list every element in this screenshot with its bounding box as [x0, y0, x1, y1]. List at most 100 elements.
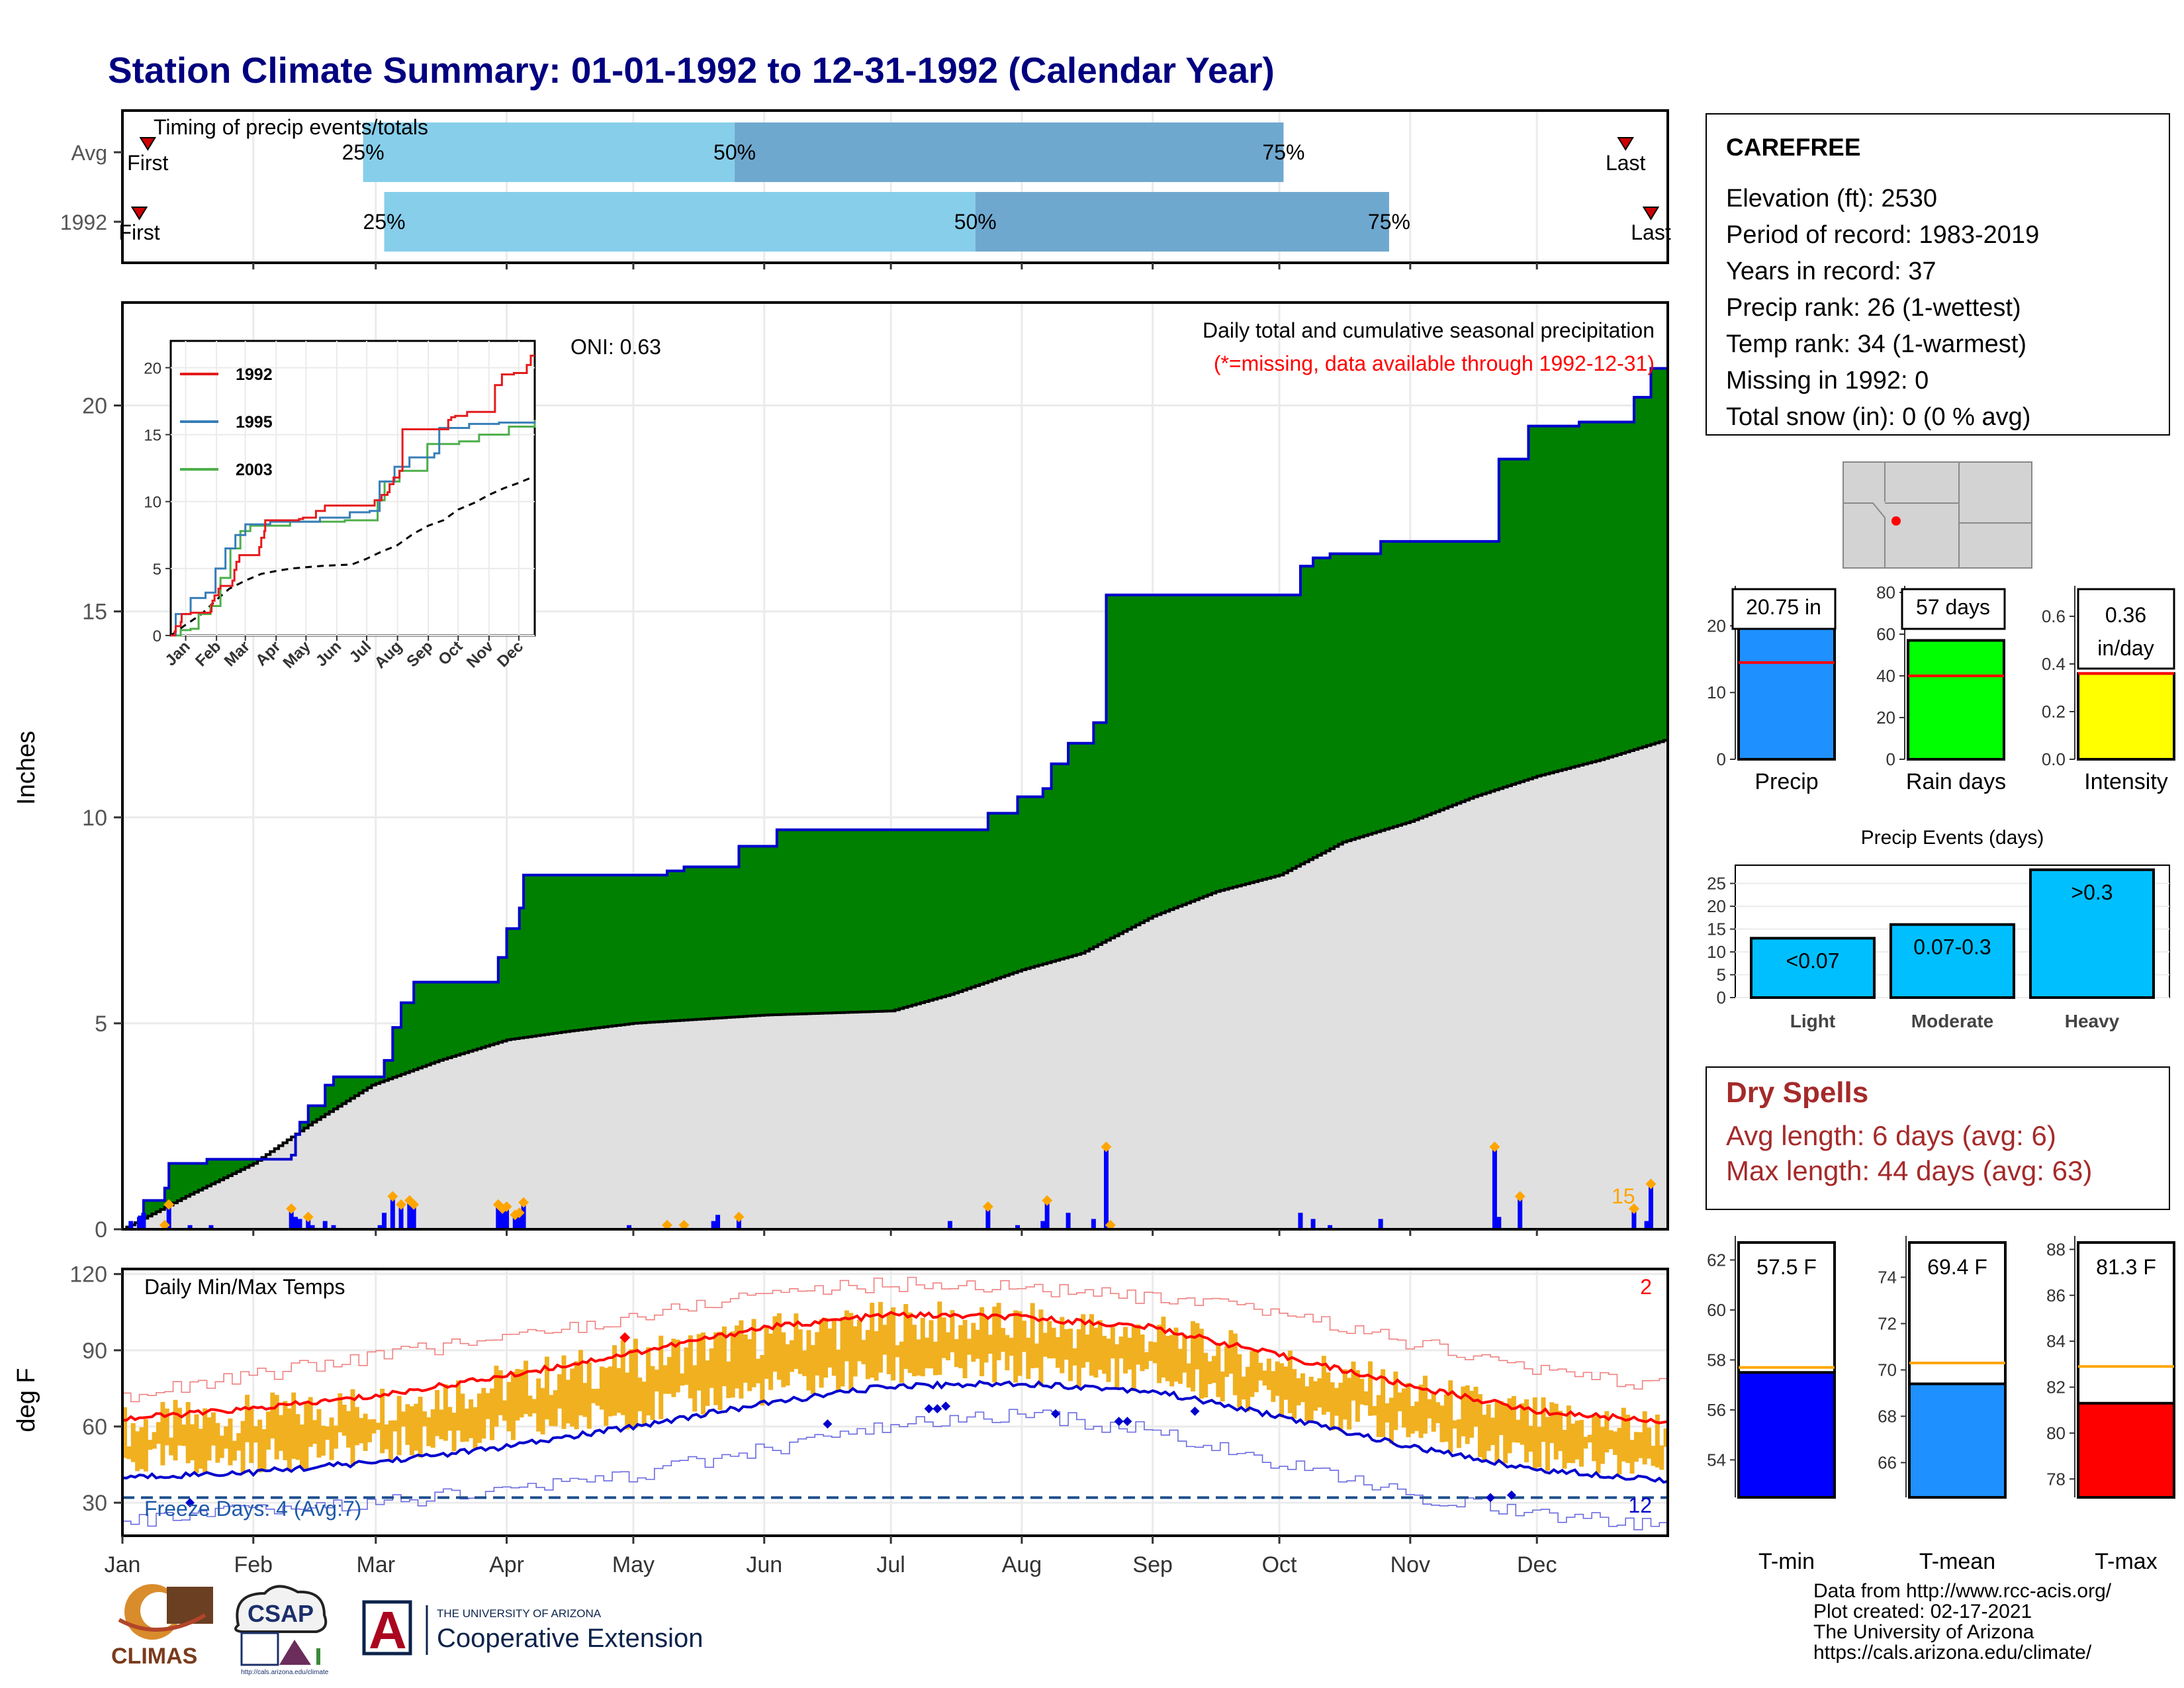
events-y-tick-label: 20: [1707, 896, 1726, 916]
daily-precip-bar: [627, 1225, 632, 1229]
daily-temp-band: [709, 1348, 714, 1388]
daily-temp-band: [283, 1401, 288, 1460]
record-low-marker: [1486, 1493, 1496, 1503]
daily-temp-band: [1076, 1329, 1081, 1388]
station-elevation: Elevation (ft): 2530: [1726, 185, 1937, 212]
month-tick-label: Aug: [1002, 1552, 1042, 1577]
daily-temp-band: [1376, 1395, 1381, 1437]
precip-plot: [122, 367, 1669, 1231]
daily-temp-band: [785, 1344, 790, 1386]
inset-y-tick-label: 15: [144, 427, 161, 445]
temp-bar-y-tick-label: 86: [2046, 1286, 2066, 1305]
timing-last-label: Last: [1631, 220, 1671, 244]
precip-event-marker: [982, 1201, 993, 1212]
daily-temp-band: [1410, 1406, 1415, 1434]
daily-precip-bar: [166, 1204, 171, 1229]
daily-precip-bar: [322, 1221, 328, 1229]
daily-temp-band: [1524, 1399, 1529, 1463]
daily-temp-band: [1347, 1378, 1352, 1430]
station-info-box: CAREFREE Elevation (ft): 2530 Period of …: [1706, 113, 2170, 436]
daily-temp-band: [650, 1366, 655, 1421]
daily-temp-band: [565, 1380, 570, 1424]
record-min-line: [122, 1409, 1668, 1530]
daily-precip-bar: [1040, 1221, 1046, 1229]
daily-temp-band: [983, 1317, 989, 1363]
daily-temp-band: [599, 1366, 604, 1410]
daily-temp-band: [143, 1419, 148, 1472]
daily-temp-band: [987, 1335, 993, 1354]
daily-temp-band: [1642, 1411, 1647, 1465]
daily-precip-bar: [517, 1213, 522, 1229]
record-low-marker: [185, 1498, 195, 1508]
precip-event-marker: [733, 1211, 745, 1223]
daily-temp-band: [604, 1368, 609, 1426]
daily-temp-band: [1579, 1419, 1584, 1467]
daily-temp-band: [1199, 1329, 1204, 1399]
daily-temp-band: [1258, 1362, 1263, 1381]
precip-event-marker: [1489, 1141, 1500, 1152]
daily-temp-band: [958, 1325, 964, 1369]
daily-temp-band: [494, 1366, 499, 1427]
oni-label: ONI: 0.63: [570, 335, 661, 359]
precip-panel-border: [121, 301, 1669, 1231]
record-low-marker: [1506, 1490, 1516, 1500]
daily-temp-band: [794, 1313, 799, 1370]
daily-temp-band: [130, 1423, 136, 1462]
daily-temp-band: [802, 1350, 807, 1376]
daily-temp-band: [1566, 1405, 1571, 1464]
month-axis: Jan Feb Mar Apr May Jun Jul Aug Sep Oct Nov Dec: [105, 1536, 1557, 1577]
daily-temp-band: [1617, 1428, 1622, 1475]
daily-temp-band: [536, 1378, 541, 1432]
daily-temp-band: [405, 1404, 410, 1445]
inset-gridlines: [171, 341, 535, 636]
daily-temp-band: [1177, 1348, 1183, 1384]
daily-precip-bar: [141, 1213, 146, 1229]
daily-temp-band: [1494, 1400, 1500, 1463]
daily-temp-band: [857, 1319, 862, 1362]
inset-legend-label: 1992: [236, 365, 273, 384]
daily-temp-band: [1596, 1415, 1601, 1474]
daily-precip-bar: [398, 1204, 404, 1229]
daily-temp-band: [236, 1432, 242, 1451]
daily-temp-band: [1613, 1431, 1618, 1455]
record-low-marker: [1114, 1417, 1124, 1427]
daily-precip-bar: [187, 1225, 193, 1229]
daily-temp-band: [891, 1307, 896, 1381]
temp-bar-y-tick-label: 56: [1707, 1400, 1726, 1420]
intensity-unit-text: in/day: [2097, 636, 2154, 660]
daily-temp-band: [215, 1423, 220, 1463]
daily-temp-band: [1368, 1361, 1373, 1416]
timing-first-label: First: [118, 220, 159, 244]
daily-temp-band: [388, 1420, 393, 1460]
daily-temp-band: [810, 1345, 815, 1394]
events-category-label: Heavy: [2065, 1011, 2120, 1031]
daily-temp-band: [380, 1388, 385, 1454]
daily-temp-band: [633, 1338, 638, 1429]
daily-temp-band: [308, 1397, 313, 1447]
daily-temp-band: [1541, 1397, 1546, 1442]
daily-temp-band: [861, 1340, 866, 1364]
temp-y-axis: 30 60 90 120: [69, 1262, 122, 1516]
footer-url: https://cals.arizona.edu/climate/: [1813, 1642, 2092, 1664]
daily-temp-band: [1562, 1430, 1567, 1469]
daily-temp-band: [414, 1403, 419, 1451]
daily-precip-bar: [411, 1204, 416, 1229]
daily-temp-band: [325, 1427, 330, 1440]
daily-temp-band: [1655, 1414, 1660, 1468]
daily-temp-band: [430, 1409, 435, 1448]
events-category-label: Moderate: [1911, 1011, 1993, 1031]
daily-temp-band: [320, 1425, 326, 1456]
temp-bar-label: T-max: [2095, 1549, 2157, 1574]
daily-temp-band: [1232, 1333, 1238, 1395]
temp-bar-y-tick-label: 62: [1707, 1250, 1726, 1270]
record-low-count: 12: [1628, 1493, 1652, 1517]
map-frame: [1843, 461, 2032, 569]
daily-temp-band: [1448, 1380, 1453, 1453]
temp-bar-y-tick-label: 68: [1878, 1407, 1897, 1427]
daily-temp-band: [574, 1361, 579, 1430]
daily-temp-band: [1439, 1405, 1445, 1442]
daily-temp-band: [396, 1395, 402, 1456]
daily-temp-band: [806, 1330, 811, 1391]
daily-temp-band: [620, 1340, 625, 1415]
